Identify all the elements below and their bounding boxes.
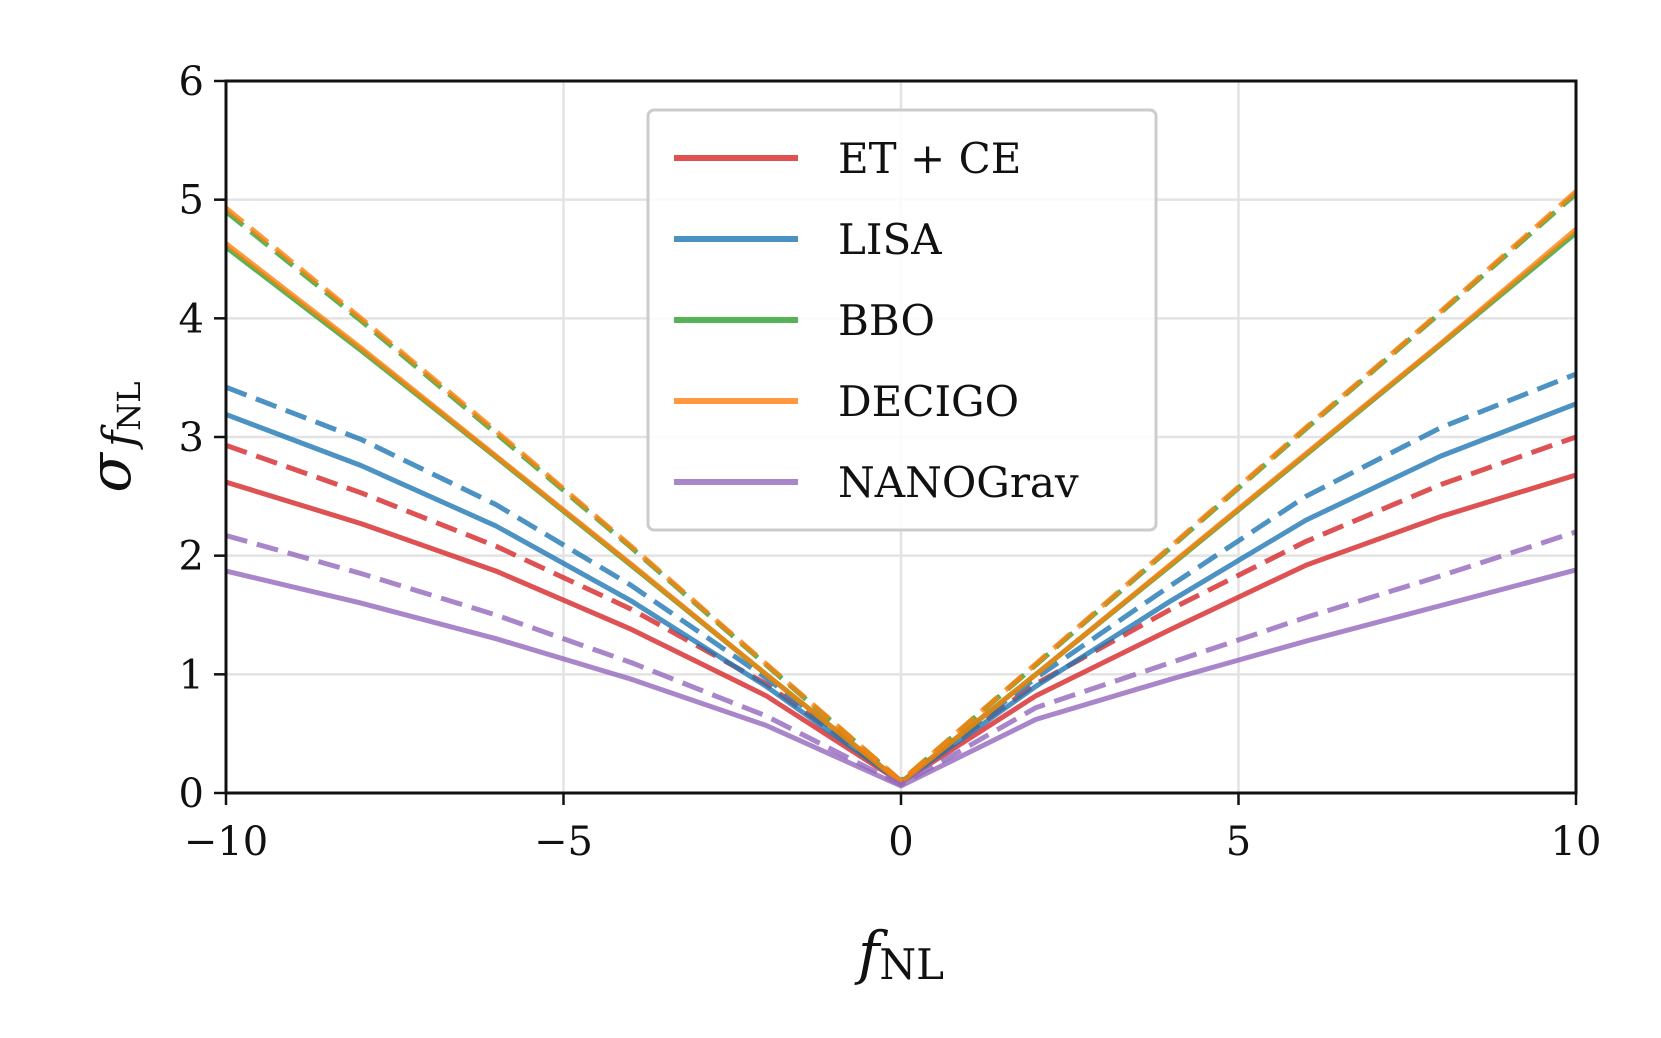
y-tick-label: 2 xyxy=(179,534,204,580)
series-layer xyxy=(226,189,1576,789)
y-tick-label: 4 xyxy=(179,296,204,342)
y-tick-label: 0 xyxy=(179,771,204,817)
axis-ticks: −10 −5 0 5 10 0 1 2 3 4 5 6 xyxy=(179,59,1602,865)
legend-label-nanograv: NANOGrav xyxy=(838,458,1079,507)
legend-label-bbo: BBO xyxy=(838,296,935,345)
x-axis-label: fNL xyxy=(854,919,944,989)
series-line-nanograv-solid xyxy=(226,567,1576,789)
legend-label-decigo: DECIGO xyxy=(838,377,1019,426)
y-tick-label: 1 xyxy=(179,652,204,698)
legend-label-lisa: LISA xyxy=(838,215,942,264)
x-tick-label: −10 xyxy=(184,819,268,865)
legend: ET + CE LISA BBO DECIGO NANOGrav xyxy=(646,108,1158,532)
x-tick-label: 10 xyxy=(1551,819,1602,865)
y-tick-label: 3 xyxy=(179,415,204,461)
y-tick-label: 6 xyxy=(179,59,204,105)
legend-box xyxy=(646,108,1158,532)
x-tick-label: 5 xyxy=(1226,819,1251,865)
legend-label-et-ce: ET + CE xyxy=(838,134,1021,183)
y-axis-label: σfNL xyxy=(76,381,148,492)
y-tick-label: 5 xyxy=(179,178,204,224)
x-tick-label: −5 xyxy=(534,819,593,865)
x-tick-label: 0 xyxy=(888,819,913,865)
